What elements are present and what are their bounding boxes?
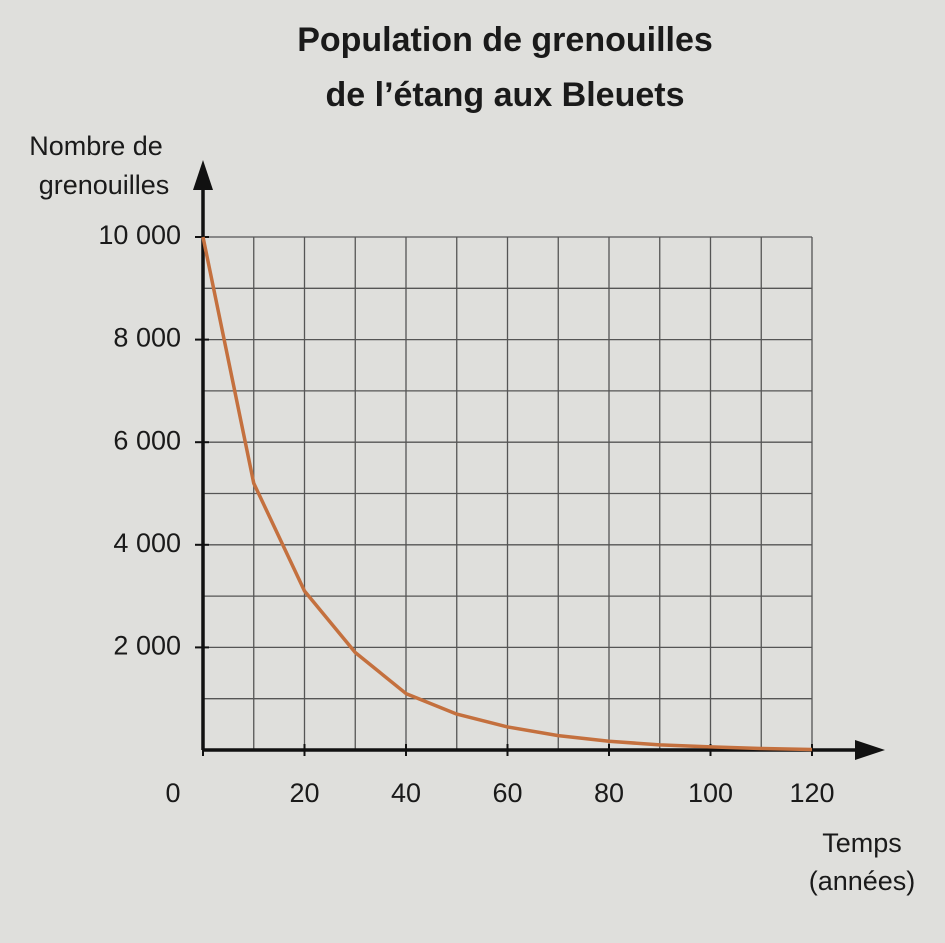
y-tick-label: 4 000	[113, 528, 181, 558]
y-axis-arrow	[193, 160, 213, 190]
y-tick-label: 6 000	[113, 425, 181, 455]
x-tick-label: 80	[594, 778, 624, 808]
y-tick-label: 10 000	[98, 220, 181, 250]
x-axis-label: (années)	[809, 866, 916, 896]
y-tick-label: 8 000	[113, 323, 181, 353]
data-line	[201, 236, 813, 752]
x-tick-label: 20	[289, 778, 319, 808]
chart-title: de l’étang aux Bleuets	[326, 76, 685, 114]
x-tick-label: 100	[688, 778, 733, 808]
x-tick-label: 0	[165, 778, 180, 808]
plot-area: 0 20 40 60 80 100 120 2 000 4 000 6 000 8 000 10 00…	[98, 160, 885, 808]
x-axis-arrow	[855, 740, 885, 760]
x-tick-label: 120	[789, 778, 834, 808]
y-axis-label: Nombre de	[29, 131, 163, 161]
x-axis-label: Temps	[822, 828, 902, 858]
chart-title: Population de grenouilles	[297, 21, 713, 59]
y-axis-label: grenouilles	[39, 170, 170, 200]
x-tick-label: 60	[492, 778, 522, 808]
x-tick-label: 40	[391, 778, 421, 808]
y-tick-label: 2 000	[113, 631, 181, 661]
